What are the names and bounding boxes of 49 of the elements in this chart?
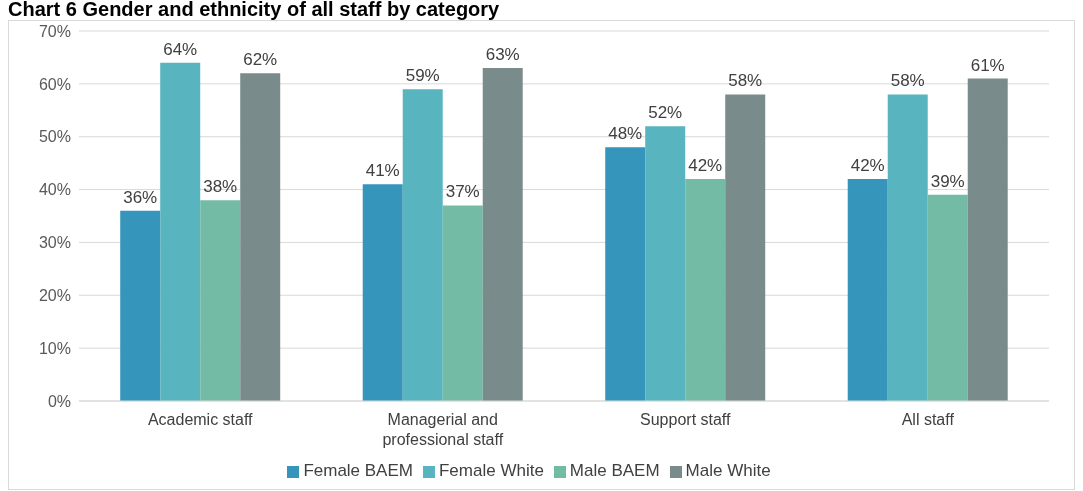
legend-label: Male BAEM bbox=[569, 461, 660, 480]
data-label: 59% bbox=[405, 66, 440, 86]
data-label: 64% bbox=[163, 39, 198, 59]
data-label: 58% bbox=[890, 71, 925, 91]
data-label: 52% bbox=[648, 103, 683, 123]
bar bbox=[847, 179, 888, 401]
bar bbox=[362, 184, 403, 401]
bar bbox=[927, 194, 968, 401]
y-tick-label: 50% bbox=[38, 128, 71, 146]
bar bbox=[160, 62, 201, 401]
x-tick-label: Support staff bbox=[640, 411, 732, 428]
data-label: 42% bbox=[688, 156, 723, 175]
data-label: 61% bbox=[970, 55, 1005, 75]
chart-title: Chart 6 Gender and ethnicity of all staff by category bbox=[8, 0, 501, 20]
bar bbox=[645, 126, 686, 401]
legend-label: Female BAEM bbox=[303, 461, 413, 480]
bar bbox=[200, 200, 241, 401]
data-label: 41% bbox=[365, 161, 400, 181]
x-tick-label: All staff bbox=[901, 411, 955, 428]
legend-label: Female White bbox=[438, 461, 544, 480]
legend-label: Male White bbox=[685, 461, 771, 480]
x-tick-label: Managerial and professional staff bbox=[382, 411, 504, 448]
data-label: 38% bbox=[203, 177, 238, 197]
data-label: 42% bbox=[850, 156, 885, 175]
bar bbox=[967, 78, 1008, 401]
y-tick-label: 20% bbox=[38, 286, 71, 304]
bar bbox=[725, 94, 766, 401]
y-tick-label: 60% bbox=[38, 75, 71, 93]
bar bbox=[240, 73, 281, 401]
data-label: 36% bbox=[123, 187, 158, 207]
data-label: 37% bbox=[445, 182, 480, 202]
bar bbox=[685, 179, 726, 401]
data-label: 58% bbox=[728, 71, 763, 91]
data-label: 62% bbox=[243, 50, 278, 70]
bar bbox=[442, 205, 483, 401]
data-label: 48% bbox=[608, 124, 643, 144]
y-tick-label: 70% bbox=[38, 22, 71, 40]
bar bbox=[482, 68, 523, 401]
bar bbox=[887, 94, 928, 401]
y-tick-label: 0% bbox=[47, 392, 71, 410]
y-tick-label: 10% bbox=[38, 339, 71, 357]
data-label: 63% bbox=[485, 45, 520, 64]
bar bbox=[120, 210, 161, 401]
bar bbox=[402, 89, 443, 401]
y-tick-label: 30% bbox=[38, 234, 71, 252]
x-tick-label: Academic staff bbox=[147, 411, 254, 428]
y-tick-label: 40% bbox=[38, 181, 71, 199]
data-label: 39% bbox=[930, 171, 965, 191]
bar bbox=[605, 147, 646, 401]
